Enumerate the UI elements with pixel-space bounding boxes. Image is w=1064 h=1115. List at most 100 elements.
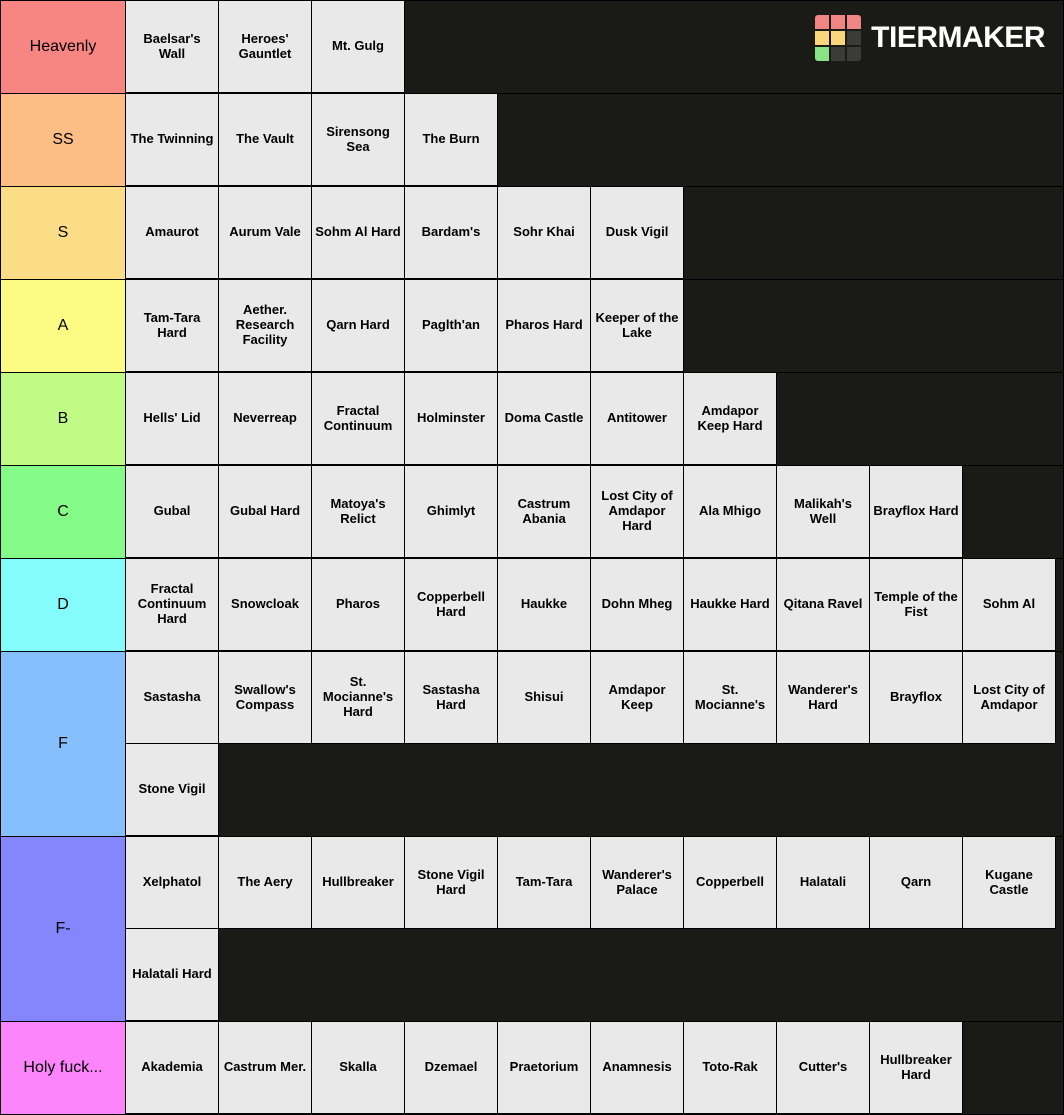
tier-item[interactable]: Fractal Continuum xyxy=(312,373,405,465)
tier-item[interactable]: Matoya's Relict xyxy=(312,466,405,558)
tier-item[interactable]: Stone Vigil xyxy=(126,744,219,836)
tier-item[interactable]: Sastasha Hard xyxy=(405,652,498,744)
tier-item[interactable]: Qarn xyxy=(870,837,963,929)
tier-item[interactable]: Swallow's Compass xyxy=(219,652,312,744)
tier-item[interactable]: Sastasha xyxy=(126,652,219,744)
tier-label[interactable]: C xyxy=(1,466,126,558)
tier-item[interactable]: Paglth'an xyxy=(405,280,498,372)
tier-item[interactable]: Lost City of Amdapor Hard xyxy=(591,466,684,558)
tier-item[interactable]: Ala Mhigo xyxy=(684,466,777,558)
tier-label[interactable]: F xyxy=(1,652,126,836)
tier-item[interactable]: Mt. Gulg xyxy=(312,1,405,93)
tier-item[interactable]: Pharos xyxy=(312,559,405,651)
tier-label[interactable]: Heavenly xyxy=(1,1,126,93)
tier-item[interactable]: The Burn xyxy=(405,94,498,186)
tier-item[interactable]: Holminster xyxy=(405,373,498,465)
tier-item[interactable]: Wanderer's Hard xyxy=(777,652,870,744)
tier-item[interactable]: Gubal Hard xyxy=(219,466,312,558)
tier-item[interactable]: Pharos Hard xyxy=(498,280,591,372)
tier-item[interactable]: Anamnesis xyxy=(591,1022,684,1114)
tier-item[interactable]: Sohm Al xyxy=(963,559,1056,651)
tier-item[interactable]: The Vault xyxy=(219,94,312,186)
tier-label[interactable]: B xyxy=(1,373,126,465)
tier-label[interactable]: SS xyxy=(1,94,126,186)
tier-item[interactable]: Toto-Rak xyxy=(684,1022,777,1114)
tier-item[interactable]: Halatali Hard xyxy=(126,929,219,1021)
tier-item[interactable]: Temple of the Fist xyxy=(870,559,963,651)
tier-item[interactable]: Copperbell Hard xyxy=(405,559,498,651)
tier-item[interactable]: Castrum Mer. xyxy=(219,1022,312,1114)
tier-item[interactable]: Skalla xyxy=(312,1022,405,1114)
tier-item[interactable]: Tam-Tara Hard xyxy=(126,280,219,372)
tier-item[interactable]: Amdapor Keep xyxy=(591,652,684,744)
tier-item[interactable]: Dusk Vigil xyxy=(591,187,684,279)
tier-item[interactable]: Amdapor Keep Hard xyxy=(684,373,777,465)
tier-item[interactable]: Praetorium xyxy=(498,1022,591,1114)
tier-item[interactable]: The Twinning xyxy=(126,94,219,186)
tier-item[interactable]: Sohr Khai xyxy=(498,187,591,279)
tier-item[interactable]: St. Mocianne's xyxy=(684,652,777,744)
tier-item[interactable]: Haukke xyxy=(498,559,591,651)
tier-row: Holy fuck...AkademiaCastrum Mer.SkallaDz… xyxy=(1,1022,1063,1114)
tier-item[interactable]: Cutter's xyxy=(777,1022,870,1114)
tier-item[interactable]: Baelsar's Wall xyxy=(126,1,219,93)
tier-item[interactable]: Antitower xyxy=(591,373,684,465)
tier-label[interactable]: A xyxy=(1,280,126,372)
tier-item[interactable]: Kugane Castle xyxy=(963,837,1056,929)
tier-item[interactable]: Sohm Al Hard xyxy=(312,187,405,279)
tier-items: Hells' LidNeverreapFractal ContinuumHolm… xyxy=(126,373,1063,465)
tier-item[interactable]: Hullbreaker xyxy=(312,837,405,929)
tier-item[interactable]: Halatali xyxy=(777,837,870,929)
tier-item[interactable]: Wanderer's Palace xyxy=(591,837,684,929)
tier-item[interactable]: Qitana Ravel xyxy=(777,559,870,651)
tier-item[interactable]: St. Mocianne's Hard xyxy=(312,652,405,744)
tier-item[interactable]: Brayflox xyxy=(870,652,963,744)
tier-item[interactable]: Castrum Abania xyxy=(498,466,591,558)
tier-label[interactable]: Holy fuck... xyxy=(1,1022,126,1114)
tier-label[interactable]: S xyxy=(1,187,126,279)
tier-item[interactable]: Ghimlyt xyxy=(405,466,498,558)
tier-items: Tam-Tara HardAether. Research FacilityQa… xyxy=(126,280,1063,372)
tier-item[interactable]: Dzemael xyxy=(405,1022,498,1114)
tier-items: The TwinningThe VaultSirensong SeaThe Bu… xyxy=(126,94,1063,186)
tier-item[interactable]: Lost City of Amdapor xyxy=(963,652,1056,744)
tier-item[interactable]: Doma Castle xyxy=(498,373,591,465)
tier-item[interactable]: Haukke Hard xyxy=(684,559,777,651)
tier-row: BHells' LidNeverreapFractal ContinuumHol… xyxy=(1,373,1063,466)
tier-item[interactable]: Aurum Vale xyxy=(219,187,312,279)
tier-item[interactable]: Sirensong Sea xyxy=(312,94,405,186)
tier-item[interactable]: Xelphatol xyxy=(126,837,219,929)
tier-row: DFractal Continuum HardSnowcloakPharosCo… xyxy=(1,559,1063,652)
tier-item[interactable]: The Aery xyxy=(219,837,312,929)
tier-item[interactable]: Qarn Hard xyxy=(312,280,405,372)
tier-item[interactable]: Keeper of the Lake xyxy=(591,280,684,372)
tier-items: Fractal Continuum HardSnowcloakPharosCop… xyxy=(126,559,1063,651)
tier-item[interactable]: Bardam's xyxy=(405,187,498,279)
tier-item[interactable]: Brayflox Hard xyxy=(870,466,963,558)
tier-items: XelphatolThe AeryHullbreakerStone Vigil … xyxy=(126,837,1063,1021)
tier-item[interactable]: Dohn Mheg xyxy=(591,559,684,651)
tier-row: F-XelphatolThe AeryHullbreakerStone Vigi… xyxy=(1,837,1063,1022)
tier-label[interactable]: D xyxy=(1,559,126,651)
tier-row: ATam-Tara HardAether. Research FacilityQ… xyxy=(1,280,1063,373)
tier-item[interactable]: Copperbell xyxy=(684,837,777,929)
tier-items: AmaurotAurum ValeSohm Al HardBardam'sSoh… xyxy=(126,187,1063,279)
logo-text: TIERMAKER xyxy=(871,21,1045,55)
logo-grid-icon xyxy=(815,15,861,61)
tier-item[interactable]: Neverreap xyxy=(219,373,312,465)
tier-item[interactable]: Heroes' Gauntlet xyxy=(219,1,312,93)
tier-item[interactable]: Tam-Tara xyxy=(498,837,591,929)
tier-label[interactable]: F- xyxy=(1,837,126,1021)
tier-item[interactable]: Malikah's Well xyxy=(777,466,870,558)
tier-item[interactable]: Gubal xyxy=(126,466,219,558)
tier-item[interactable]: Snowcloak xyxy=(219,559,312,651)
tier-item[interactable]: Akademia xyxy=(126,1022,219,1114)
tier-item[interactable]: Amaurot xyxy=(126,187,219,279)
tier-item[interactable]: Hullbreaker Hard xyxy=(870,1022,963,1114)
tier-item[interactable]: Stone Vigil Hard xyxy=(405,837,498,929)
tier-item[interactable]: Shisui xyxy=(498,652,591,744)
tier-item[interactable]: Aether. Research Facility xyxy=(219,280,312,372)
tier-item[interactable]: Hells' Lid xyxy=(126,373,219,465)
tier-list: TIERMAKER HeavenlyBaelsar's WallHeroes' … xyxy=(0,0,1064,1115)
tier-item[interactable]: Fractal Continuum Hard xyxy=(126,559,219,651)
